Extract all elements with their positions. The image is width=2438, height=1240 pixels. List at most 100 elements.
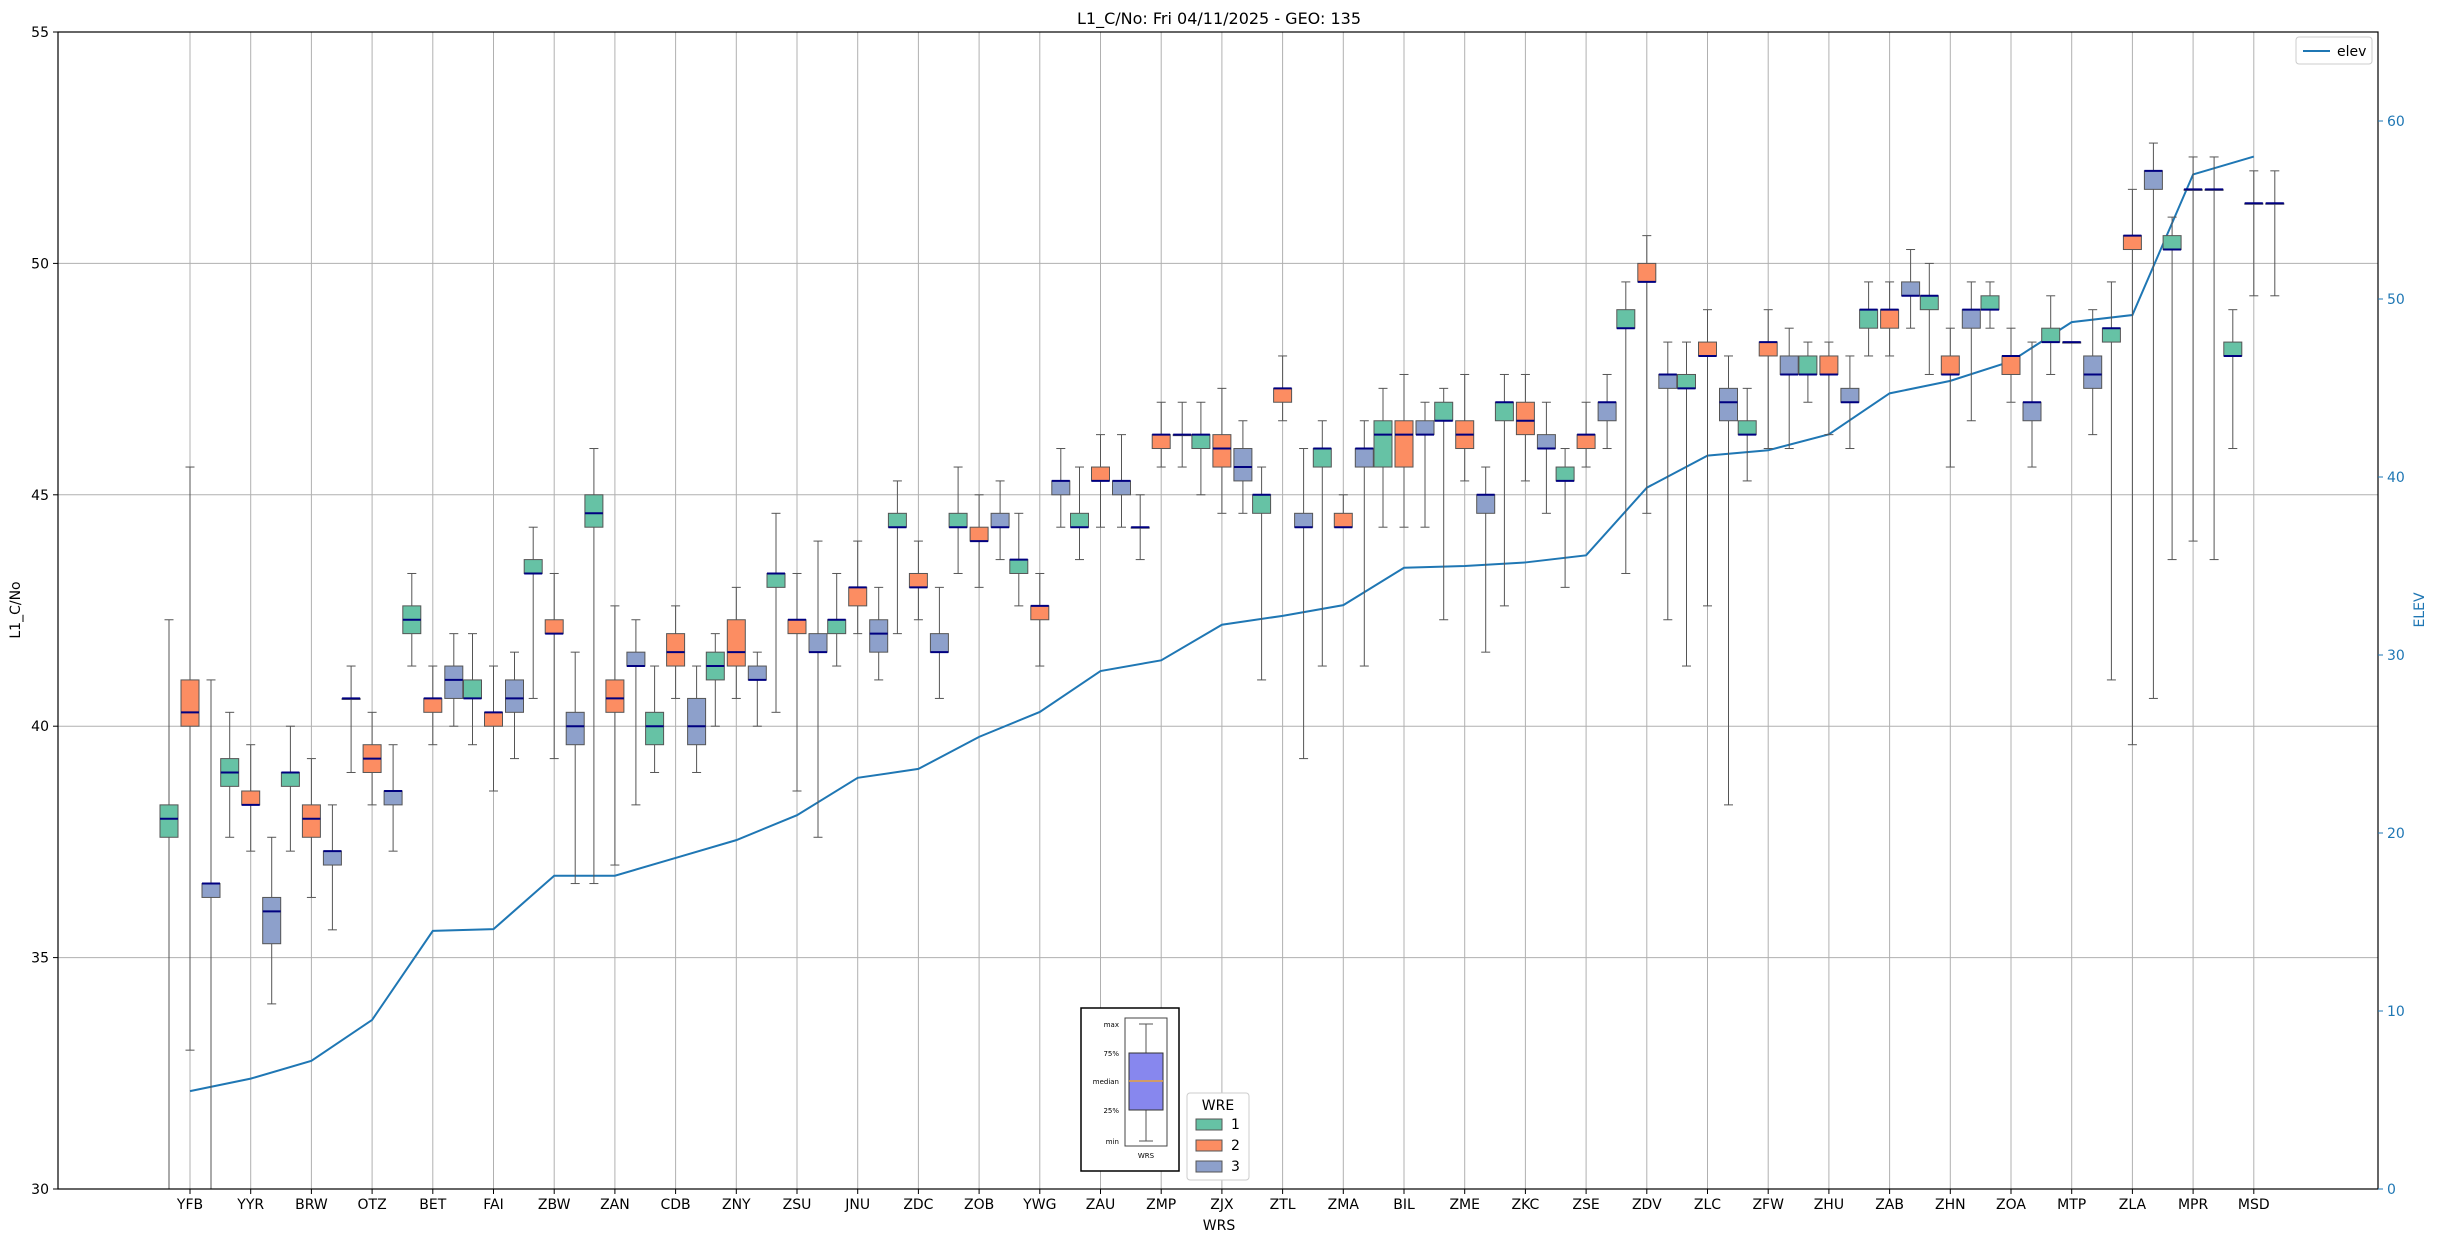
box-series-2-MSD — [2244, 170, 2264, 297]
box-series-1-ZLA — [2101, 281, 2121, 681]
iqr-box — [1151, 434, 1171, 450]
iqr-box — [201, 883, 221, 898]
iqr-box — [1819, 355, 1839, 375]
left-tick-label: 50 — [31, 256, 49, 272]
iqr-box — [2223, 341, 2243, 357]
x-tick-label: ZAN — [600, 1197, 630, 1213]
box-series-2-BRW — [301, 758, 321, 898]
box-series-3-ZSU — [808, 540, 828, 838]
iqr-box — [1576, 434, 1596, 450]
box-series-2-ZLA — [2122, 188, 2142, 746]
iqr-box — [1737, 420, 1757, 436]
box-series-2-MTP — [2062, 341, 2082, 344]
box-series-3-ZMA — [1354, 420, 1374, 667]
box-series-3-ZNY — [747, 651, 767, 727]
x-tick-label: YFB — [176, 1197, 203, 1213]
x-tick-label: ZME — [1449, 1197, 1480, 1213]
wre-legend-label-3: 3 — [1231, 1159, 1240, 1175]
box-series-1-CDB — [645, 665, 665, 773]
box-series-2-ZTL — [1273, 355, 1293, 422]
right-tick-label: 40 — [2387, 470, 2405, 486]
iqr-box — [766, 572, 786, 588]
left-tick-label: 55 — [31, 25, 49, 41]
box-series-3-BRW — [322, 804, 342, 931]
iqr-box — [1354, 448, 1374, 468]
x-tick-label: ZFW — [1752, 1197, 1784, 1213]
box-series-1-ZTL — [1252, 466, 1272, 681]
box-series-1-ZAU — [1070, 466, 1089, 561]
iqr-box — [726, 619, 746, 667]
box-series-2-BIL — [1394, 373, 1414, 528]
elev-legend-label: elev — [2337, 44, 2366, 60]
iqr-box — [2101, 327, 2121, 343]
box-series-2-MPR — [2183, 156, 2203, 542]
box-series-2-ZAN — [605, 605, 625, 866]
box-series-3-MTP — [2083, 309, 2103, 436]
box-series-3-ZJX — [1233, 420, 1253, 514]
box-series-1-MTP — [2041, 295, 2061, 375]
x-tick-label: ZTL — [1270, 1197, 1296, 1213]
iqr-box — [383, 790, 403, 806]
box-series-1-BET — [402, 572, 422, 667]
iqr-box — [1070, 512, 1089, 528]
left-tick-label: 45 — [31, 488, 49, 504]
x-tick-label: ZOB — [964, 1197, 994, 1213]
iqr-box — [1333, 512, 1353, 528]
x-tick-label: JNU — [844, 1197, 870, 1213]
iqr-box — [1009, 559, 1029, 574]
iqr-box — [1859, 309, 1879, 329]
box-series-2-ZBW — [544, 572, 564, 760]
iqr-box — [1373, 420, 1393, 468]
iqr-box — [887, 512, 907, 528]
iqr-box — [1091, 466, 1110, 482]
x-tick-label: ZDV — [1632, 1197, 1662, 1213]
box-key-label-q3: 75% — [1103, 1050, 1119, 1058]
box-series-2-OTZ — [362, 711, 382, 806]
iqr-box — [1252, 494, 1272, 514]
box-series-1-ZJX — [1191, 401, 1211, 496]
iqr-box — [2143, 170, 2163, 190]
right-y-axis-label: ELEV — [2412, 592, 2428, 627]
x-tick-label: BRW — [295, 1197, 328, 1213]
iqr-box — [929, 633, 949, 653]
iqr-box — [1880, 309, 1900, 329]
box-series-2-ZLC — [1698, 309, 1717, 607]
iqr-box — [1555, 466, 1575, 482]
box-series-3-ZAN — [626, 619, 646, 806]
iqr-box — [687, 697, 707, 746]
box-series-1-ZNY — [705, 633, 725, 727]
wre-legend: WRE 1 2 3 — [1186, 1092, 1250, 1181]
elev-legend-frame — [2295, 36, 2373, 65]
iqr-box — [2022, 401, 2042, 422]
x-tick-label: ZLC — [1694, 1197, 1721, 1213]
box-series-2-ZFW — [1758, 309, 1778, 450]
box-series-1-ZMP — [1130, 494, 1150, 561]
box-series-3-MPR — [2204, 156, 2224, 561]
box-series-2-ZOB — [969, 494, 989, 588]
box-series-2-ZSU — [787, 572, 807, 792]
iqr-box — [605, 679, 625, 713]
iqr-box — [565, 711, 585, 746]
box-series-2-ZHU — [1819, 341, 1839, 436]
x-tick-label: MSD — [2238, 1197, 2270, 1213]
x-tick-label: ZKC — [1512, 1197, 1540, 1213]
box-series-3-ZKC — [1536, 401, 1556, 514]
x-tick-label: ZSU — [783, 1197, 812, 1213]
iqr-box — [848, 586, 868, 607]
box-series-1-ZAB — [1859, 281, 1879, 357]
x-tick-label: ZMA — [1328, 1197, 1360, 1213]
iqr-box — [1597, 401, 1617, 422]
x-tick-label: ZHU — [1814, 1197, 1844, 1213]
wre-legend-swatch-1 — [1195, 1118, 1223, 1131]
box-key-label-median: median — [1093, 1078, 1119, 1086]
iqr-box — [1980, 295, 2000, 311]
x-tick-label: ZAB — [1875, 1197, 1904, 1213]
box-key-label-min: min — [1106, 1138, 1119, 1146]
iqr-box — [1394, 420, 1414, 468]
x-tick-label: YWG — [1022, 1197, 1056, 1213]
elev-legend: elev — [2295, 36, 2373, 65]
box-series-2-YWG — [1030, 572, 1050, 667]
iqr-box — [1273, 387, 1293, 403]
x-tick-label: BET — [419, 1197, 446, 1213]
